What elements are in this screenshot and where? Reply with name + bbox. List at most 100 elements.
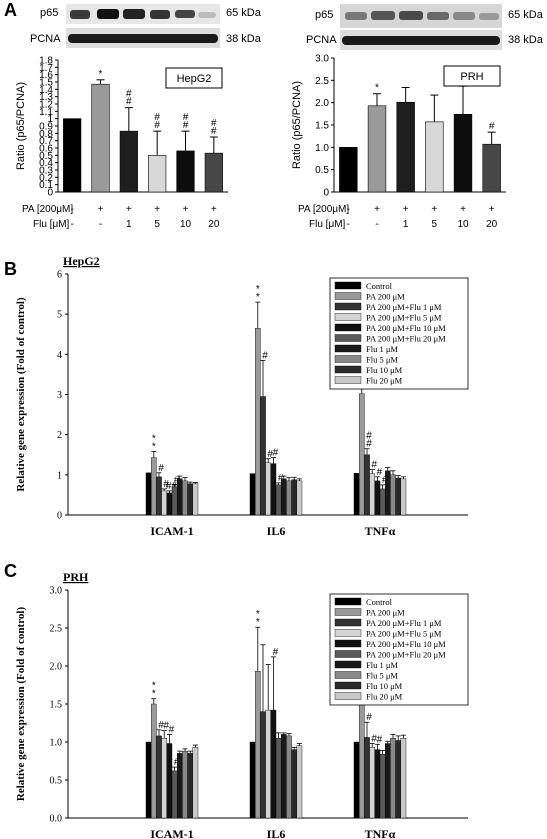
bar xyxy=(390,474,396,516)
panel-letter-b: B xyxy=(4,259,17,279)
chart-c-prh: 0.0 0.5 1.0 1.5 2.0 2.5 3.0 Relative gene expre… xyxy=(15,570,469,839)
y-tick-label: 0.5 xyxy=(315,165,329,176)
flu-value: 1 xyxy=(403,219,409,230)
significance-mark: # xyxy=(154,112,160,123)
significance-mark: * xyxy=(256,284,260,295)
flu-row-label: Flu [μM] xyxy=(33,219,70,230)
bar xyxy=(166,743,173,819)
bar xyxy=(291,749,298,819)
legend-label: PA 200 μM+Flu 10 μM xyxy=(366,639,446,649)
bar xyxy=(395,477,402,516)
blot-pcna-kda: 38 kDa xyxy=(226,33,262,45)
flu-value: - xyxy=(375,219,378,230)
legend-label: Flu 1 μM xyxy=(366,660,398,670)
bar xyxy=(265,709,272,819)
y-tick-label: 0.6 xyxy=(39,144,53,155)
blot-p65-kda: 65 kDa xyxy=(226,7,262,19)
legend-label: Flu 5 μM xyxy=(366,355,398,365)
bar xyxy=(396,101,415,193)
blot-p65-label: p65 xyxy=(315,9,333,21)
y-tick-label: 3.0 xyxy=(315,54,329,65)
panel-letter-a: A xyxy=(4,0,17,20)
y-tick-label: 0.7 xyxy=(39,136,53,147)
flu-value: - xyxy=(99,219,102,230)
y-tick-label: 2 xyxy=(57,430,62,441)
bar xyxy=(482,143,501,193)
flu-value: 10 xyxy=(180,219,192,230)
treatment-values: - + + + + + - - 1 5 10 20 xyxy=(70,204,219,230)
blot-pcna-label: PCNA xyxy=(306,34,337,46)
y-tick-label: 1 xyxy=(57,470,62,481)
bar xyxy=(275,738,282,819)
significance-mark: * xyxy=(152,681,156,692)
chart-b-hepg2: 0 1 2 3 4 5 6 Relative gene expression (Fold of… xyxy=(15,254,469,538)
bar xyxy=(187,753,194,819)
y-tick-label: 1.0 xyxy=(50,738,63,749)
flu-value: - xyxy=(347,219,350,230)
bar xyxy=(364,454,370,516)
blot-pcna-kda: 38 kDa xyxy=(508,34,544,46)
bar xyxy=(281,734,287,819)
bar xyxy=(150,703,157,819)
bar xyxy=(254,328,261,516)
bar xyxy=(270,709,277,819)
pa-value: - xyxy=(70,204,73,215)
y-tick-label: 1.4 xyxy=(39,85,53,96)
y-axis-label: Relative gene expression (Fold of contro… xyxy=(15,607,27,802)
bar xyxy=(187,483,194,516)
significance-mark: # xyxy=(366,431,372,442)
blot-pcna-band xyxy=(342,36,500,45)
significance-mark: * xyxy=(375,83,379,94)
bar xyxy=(353,741,360,819)
y-tick-label: 0.9 xyxy=(39,122,53,133)
bar xyxy=(400,738,407,819)
bar xyxy=(91,83,110,193)
bar xyxy=(385,743,391,819)
significance-mark: # xyxy=(158,720,164,731)
legend-label: PA 200 μM+Flu 1 μM xyxy=(366,302,442,312)
significance-mark: * xyxy=(256,292,260,303)
blot-p65-kda: 65 kDa xyxy=(508,9,544,21)
legend-swatch xyxy=(334,323,362,332)
legend-swatch xyxy=(334,618,362,627)
significance-mark: # xyxy=(366,712,372,723)
significance-mark: # xyxy=(371,734,377,745)
significance-mark: # xyxy=(163,479,169,490)
flu-value: 10 xyxy=(457,219,469,230)
significance-mark: # xyxy=(262,350,268,361)
blot-hepg2: p65 65 kDa PCNA 38 kDa xyxy=(30,4,262,48)
significance-mark: * xyxy=(152,689,156,700)
bar xyxy=(119,130,138,193)
legend-label: PA 200 μM+Flu 1 μM xyxy=(366,618,442,628)
bar xyxy=(367,105,387,193)
legend-label: Flu 1 μM xyxy=(366,344,398,354)
bar xyxy=(395,740,402,819)
legend-label: HepG2 xyxy=(177,73,212,85)
significance-mark: * xyxy=(256,617,260,628)
blot-p65-label: p65 xyxy=(40,7,58,19)
legend-label: Flu 20 μM xyxy=(366,376,403,386)
y-tick-label: 0 xyxy=(57,511,62,522)
blot-pcna-label: PCNA xyxy=(30,33,61,45)
bar xyxy=(374,480,381,516)
category-label: ICAM-1 xyxy=(150,524,193,538)
pa-value: + xyxy=(154,204,160,215)
y-tick-label: 0.2 xyxy=(39,173,53,184)
bar xyxy=(453,113,473,193)
category-label: IL6 xyxy=(267,827,286,839)
pa-value: + xyxy=(431,204,437,215)
bar xyxy=(379,488,386,516)
y-tick-label: 1.8 xyxy=(39,56,53,67)
significance-mark: * xyxy=(256,609,260,620)
bar xyxy=(353,473,360,516)
significance-mark: * xyxy=(152,442,156,453)
legend-label: PA 200 μM+Flu 10 μM xyxy=(366,323,446,333)
bar xyxy=(400,478,407,516)
legend-box xyxy=(443,65,501,87)
bar xyxy=(254,671,261,819)
bar xyxy=(161,490,168,516)
treatment-rows-hepg2: PA [200μM] Flu [μM] - + + + + + - - 1 5 10 20 xyxy=(22,204,220,230)
y-tick-label: 0 xyxy=(323,188,329,199)
y-tick-label: 3 xyxy=(57,390,62,401)
y-tick-label: 1.3 xyxy=(39,92,53,103)
